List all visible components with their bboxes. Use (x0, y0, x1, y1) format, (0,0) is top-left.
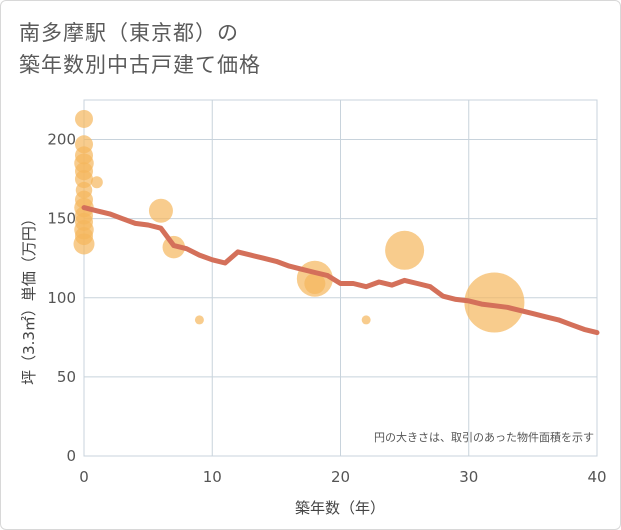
y-tick-label: 50 (57, 368, 76, 386)
trend-line-group (81, 205, 600, 336)
chart-title-line2: 築年数別中古戸建て価格 (19, 53, 261, 77)
tick-labels: 0 50 100 150 200 0 10 20 30 40 (47, 131, 606, 486)
bubble-point (90, 176, 103, 189)
y-tick-label: 100 (47, 289, 76, 307)
bubble-point (304, 273, 326, 295)
chart-title: 南多摩駅（東京都）の 築年数別中古戸建て価格 (19, 17, 261, 81)
y-tick-label: 0 (66, 447, 76, 465)
bubbles (73, 109, 525, 333)
bubble-point (148, 198, 173, 223)
bubble-point (194, 315, 204, 325)
x-tick-label: 30 (459, 468, 478, 486)
chart-title-line1: 南多摩駅（東京都）の (19, 21, 239, 45)
x-tick-label: 40 (587, 468, 606, 486)
grid-lines (83, 99, 598, 457)
bubble-point (385, 230, 425, 270)
x-tick-label: 20 (331, 468, 350, 486)
x-axis-label: 築年数（年） (295, 499, 385, 517)
x-tick-label: 0 (79, 468, 89, 486)
bubble-point (73, 233, 95, 255)
y-axis-label: 坪（3.3㎡）単価（万円） (20, 211, 38, 385)
y-tick-label: 150 (47, 210, 76, 228)
bubble-point (464, 272, 525, 333)
bubble-point (361, 315, 371, 325)
bubble-point (75, 109, 93, 128)
y-tick-label: 200 (47, 131, 76, 149)
size-note: 円の大きさは、取引のあった物件面積を示す (374, 430, 594, 444)
trend-line (81, 205, 600, 336)
x-tick-label: 10 (203, 468, 222, 486)
